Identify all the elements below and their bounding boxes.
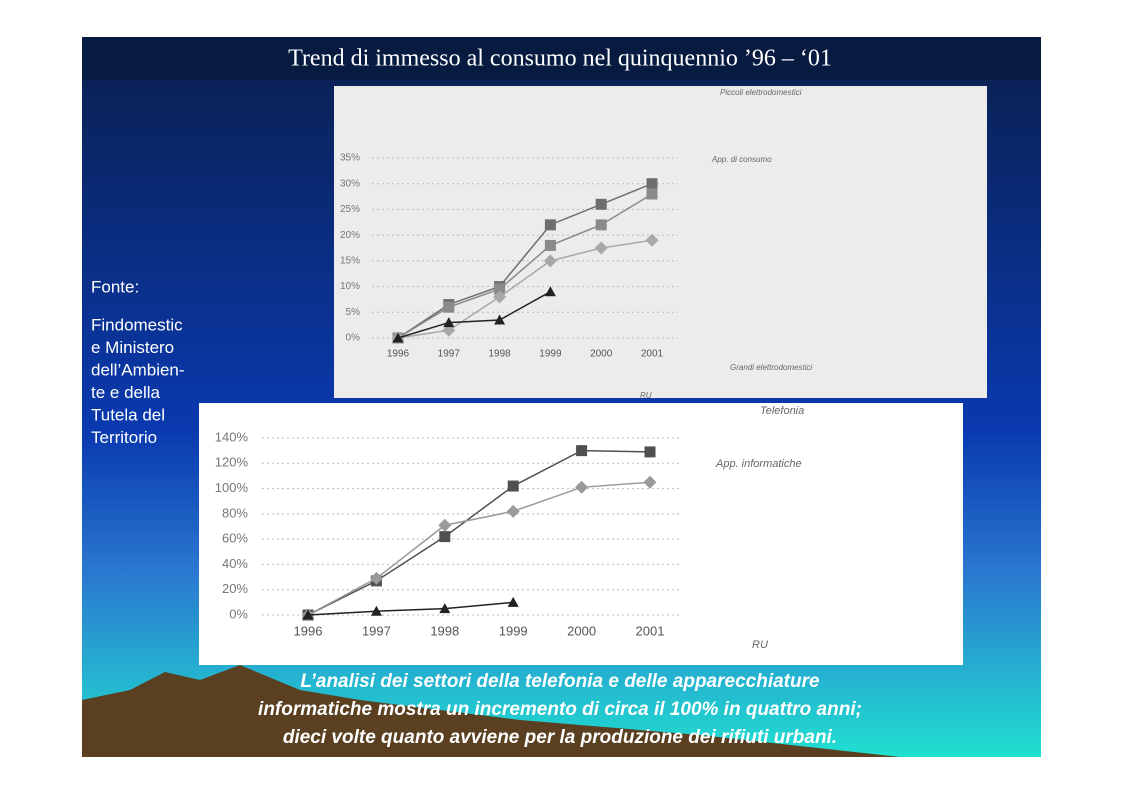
marker [646,188,658,200]
series-line [307,481,651,616]
series-label: RU [640,391,652,400]
marker [439,603,451,614]
marker [369,571,383,585]
y-tick-label: 120% [215,455,249,470]
y-tick-label: 0% [346,333,361,344]
marker [438,518,452,532]
marker [439,531,451,543]
series-label: Telefonia [760,405,804,417]
marker [543,254,557,268]
title-bar [82,37,1041,80]
marker [645,233,659,247]
y-tick-label: 5% [346,307,361,318]
x-tick-label: 1997 [438,349,461,360]
x-tick-label: 1997 [362,623,391,638]
marker [544,286,556,297]
source-line: te e della [91,383,161,402]
y-tick-label: 80% [222,505,248,520]
marker [507,596,519,607]
marker [594,241,608,255]
marker [370,605,382,616]
marker [506,504,520,518]
slide-title: Trend di immesso al consumo nel quinquen… [288,46,832,72]
source-line: e Ministero [91,338,174,357]
y-tick-label: 10% [340,281,360,292]
marker [302,609,314,620]
marker [507,480,519,492]
marker [493,290,507,304]
y-tick-label: 100% [215,480,249,495]
marker [392,332,404,343]
series-line [397,193,653,339]
source-line: dell’Ambien- [91,360,185,379]
y-tick-label: 15% [340,255,360,266]
marker [544,219,556,231]
x-tick-label: 1996 [294,623,323,638]
series-label: App. informatiche [715,458,802,470]
marker [494,283,506,295]
x-tick-label: 1999 [499,623,528,638]
series-line [397,291,551,339]
source-line: Findomestic [91,315,183,334]
marker [644,446,656,458]
x-tick-label: 1998 [488,349,511,360]
y-tick-label: 60% [222,531,248,546]
series-line [307,601,514,616]
caption-line: dieci volte quanto avviene per la produz… [283,727,837,748]
marker [646,178,658,190]
chart-panel [334,86,987,398]
marker [443,317,455,328]
x-tick-label: 1998 [430,623,459,638]
x-tick-label: 1999 [539,349,562,360]
series-line [397,183,653,339]
series-label: Grandi elettrodomestici [730,363,812,372]
y-tick-label: 40% [222,556,248,571]
marker [595,219,607,231]
x-tick-label: 1996 [387,349,410,360]
marker [494,314,506,325]
y-tick-label: 35% [340,153,360,164]
series-line [307,449,651,616]
mountains [82,665,900,757]
x-tick-label: 2001 [636,623,665,638]
x-tick-label: 2000 [590,349,613,360]
series-label: Piccoli elettrodomestici [720,88,802,97]
y-tick-label: 30% [340,178,360,189]
series-label: RU [752,639,768,651]
source-label: Fonte: [91,277,139,296]
y-tick-label: 20% [222,581,248,596]
marker [643,475,657,489]
marker [544,239,556,251]
x-tick-label: 2001 [641,349,664,360]
source-line: Territorio [91,428,157,447]
x-tick-label: 2000 [567,623,596,638]
caption-line: informatiche mostra un incremento di cir… [258,699,862,720]
y-tick-label: 25% [340,204,360,215]
y-tick-label: 20% [340,230,360,241]
y-tick-label: 0% [229,606,248,621]
marker [443,301,455,313]
marker [576,445,588,457]
source-line: Tutela del [91,405,165,424]
marker [575,480,589,494]
caption-line: L’analisi dei settori della telefonia e … [300,671,820,692]
series-label: App. di consumo [711,155,772,164]
y-tick-label: 140% [215,429,249,444]
marker [595,198,607,210]
series-line [397,239,653,339]
